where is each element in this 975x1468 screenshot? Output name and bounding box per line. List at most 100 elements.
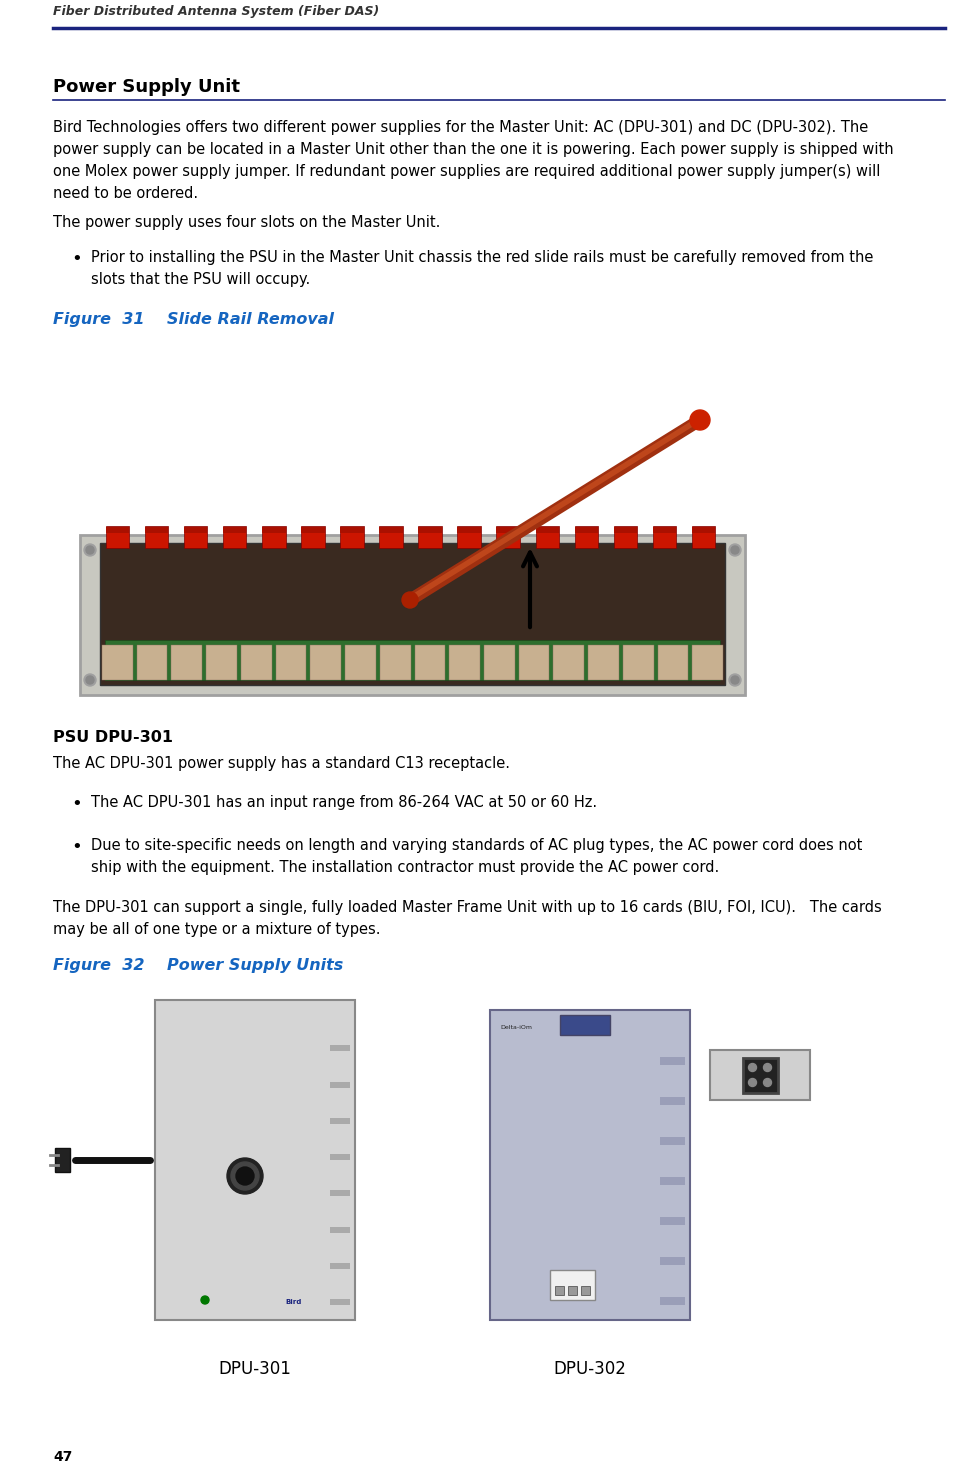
Bar bbox=[223, 526, 247, 548]
Bar bbox=[418, 526, 442, 548]
Bar bbox=[379, 527, 403, 533]
Text: •: • bbox=[71, 796, 82, 813]
Bar bbox=[102, 644, 133, 680]
Bar bbox=[330, 1082, 350, 1088]
Bar bbox=[692, 527, 716, 533]
Bar bbox=[519, 644, 549, 680]
Bar bbox=[80, 534, 745, 694]
Bar bbox=[262, 526, 286, 548]
Circle shape bbox=[236, 1167, 254, 1185]
Circle shape bbox=[749, 1063, 757, 1072]
Bar bbox=[380, 644, 410, 680]
Bar bbox=[660, 1257, 685, 1265]
Bar bbox=[554, 644, 584, 680]
Circle shape bbox=[86, 675, 94, 684]
Bar bbox=[652, 527, 677, 533]
Text: PSU DPU-301: PSU DPU-301 bbox=[53, 730, 173, 744]
Bar bbox=[136, 644, 168, 680]
Bar bbox=[555, 1286, 564, 1295]
Bar bbox=[184, 527, 208, 533]
Bar bbox=[449, 644, 480, 680]
Text: one Molex power supply jumper. If redundant power supplies are required addition: one Molex power supply jumper. If redund… bbox=[53, 164, 880, 179]
Bar bbox=[106, 526, 130, 548]
Bar bbox=[330, 1262, 350, 1268]
Bar bbox=[276, 644, 306, 680]
Bar bbox=[457, 526, 481, 548]
Bar bbox=[710, 1050, 810, 1100]
Bar bbox=[330, 1154, 350, 1160]
Text: The AC DPU-301 has an input range from 86-264 VAC at 50 or 60 Hz.: The AC DPU-301 has an input range from 8… bbox=[91, 796, 597, 810]
Bar bbox=[490, 1010, 690, 1320]
Text: ship with the equipment. The installation contractor must provide the AC power c: ship with the equipment. The installatio… bbox=[91, 860, 720, 875]
Bar bbox=[340, 527, 364, 533]
Bar bbox=[535, 527, 559, 533]
Bar bbox=[145, 526, 169, 548]
Text: may be all of one type or a mixture of types.: may be all of one type or a mixture of t… bbox=[53, 922, 380, 937]
Circle shape bbox=[84, 674, 96, 686]
Bar bbox=[574, 527, 598, 533]
Text: Fiber Distributed Antenna System (Fiber DAS): Fiber Distributed Antenna System (Fiber … bbox=[53, 4, 379, 18]
Bar bbox=[692, 644, 723, 680]
Text: Figure  31    Slide Rail Removal: Figure 31 Slide Rail Removal bbox=[53, 313, 334, 327]
Text: •: • bbox=[71, 838, 82, 856]
Bar bbox=[660, 1217, 685, 1224]
Bar bbox=[106, 527, 130, 533]
Bar bbox=[568, 1286, 577, 1295]
Text: Power Supply Unit: Power Supply Unit bbox=[53, 78, 240, 95]
Bar bbox=[613, 527, 637, 533]
Bar bbox=[660, 1057, 685, 1064]
Bar bbox=[660, 1097, 685, 1105]
Circle shape bbox=[86, 546, 94, 553]
Bar bbox=[301, 526, 325, 548]
Bar bbox=[660, 1138, 685, 1145]
Bar bbox=[535, 526, 559, 548]
Bar bbox=[155, 1000, 355, 1320]
Circle shape bbox=[402, 592, 418, 608]
Bar bbox=[660, 1177, 685, 1185]
Bar bbox=[330, 1226, 350, 1233]
Bar bbox=[657, 644, 688, 680]
Circle shape bbox=[84, 545, 96, 556]
Bar bbox=[457, 527, 481, 533]
Text: The power supply uses four slots on the Master Unit.: The power supply uses four slots on the … bbox=[53, 214, 441, 230]
Text: 47: 47 bbox=[53, 1450, 72, 1464]
Text: Figure  32    Power Supply Units: Figure 32 Power Supply Units bbox=[53, 959, 343, 973]
Bar bbox=[206, 644, 237, 680]
Bar bbox=[184, 526, 208, 548]
Bar bbox=[340, 526, 364, 548]
Bar bbox=[301, 527, 325, 533]
Bar bbox=[692, 526, 716, 548]
Text: Bird Technologies offers two different power supplies for the Master Unit: AC (D: Bird Technologies offers two different p… bbox=[53, 120, 869, 135]
Bar bbox=[262, 527, 286, 533]
Bar bbox=[105, 640, 720, 680]
Bar bbox=[241, 644, 272, 680]
Bar bbox=[330, 1117, 350, 1123]
Circle shape bbox=[690, 410, 710, 430]
Text: DPU-301: DPU-301 bbox=[218, 1359, 292, 1378]
Bar bbox=[743, 1057, 777, 1092]
Circle shape bbox=[729, 545, 741, 556]
Circle shape bbox=[749, 1079, 757, 1086]
Bar bbox=[418, 527, 442, 533]
Circle shape bbox=[227, 1158, 263, 1193]
Bar bbox=[660, 1298, 685, 1305]
Bar bbox=[623, 644, 653, 680]
Circle shape bbox=[201, 1296, 209, 1304]
Bar bbox=[145, 527, 169, 533]
Circle shape bbox=[731, 546, 739, 553]
Bar bbox=[172, 644, 202, 680]
Text: DPU-302: DPU-302 bbox=[554, 1359, 626, 1378]
Text: •: • bbox=[71, 250, 82, 269]
Bar bbox=[345, 644, 375, 680]
Text: Prior to installing the PSU in the Master Unit chassis the red slide rails must : Prior to installing the PSU in the Maste… bbox=[91, 250, 874, 266]
Bar bbox=[588, 644, 619, 680]
Bar bbox=[379, 526, 403, 548]
Text: Due to site-specific needs on length and varying standards of AC plug types, the: Due to site-specific needs on length and… bbox=[91, 838, 862, 853]
Text: slots that the PSU will occupy.: slots that the PSU will occupy. bbox=[91, 272, 310, 288]
Text: The DPU-301 can support a single, fully loaded Master Frame Unit with up to 16 c: The DPU-301 can support a single, fully … bbox=[53, 900, 881, 915]
Bar bbox=[550, 1270, 595, 1301]
Circle shape bbox=[763, 1063, 771, 1072]
Bar bbox=[560, 1014, 610, 1035]
Text: Delta-iOm: Delta-iOm bbox=[500, 1025, 532, 1031]
Bar bbox=[100, 543, 725, 686]
